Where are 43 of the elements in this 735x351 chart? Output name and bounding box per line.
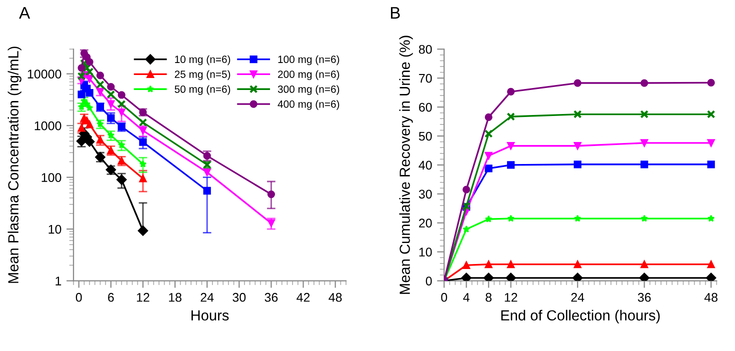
y-tick-label: 10 [48,224,62,234]
x-tick-label: 36 [264,292,278,302]
x-tick-label: 0 [441,292,448,302]
y-tick-label: 50 [418,132,432,141]
x-tick-label: 24 [571,292,584,302]
legend-label: 50 mg (n=6) [174,85,230,95]
legend-label: 400 mg (n=6) [278,100,340,110]
legend-label: 300 mg (n=6) [278,85,340,95]
x-tick-label: 12 [136,292,150,302]
x-tick-label: 0 [76,292,82,302]
x-tick-label: 42 [296,292,310,302]
legend-label: 10 mg (n=6) [175,55,230,66]
y-tick-label: 10 [419,248,432,256]
x-tick-label: 12 [504,292,518,302]
y-tick-label: 70 [419,74,432,83]
x-tick-label: 48 [328,292,342,302]
x-tick-label: 4 [463,293,470,302]
x-tick-label: 18 [169,292,182,302]
x-tick-label: 36 [638,292,651,302]
x-axis-title: Hours [192,310,229,321]
y-axis-title: Mean Plasma Concentration (ng/mL) [8,46,22,283]
y-tick-label: 100 [42,173,62,182]
x-tick-label: 8 [486,292,492,302]
x-tick-label: 6 [108,292,114,302]
y-tick-label: 60 [419,102,432,112]
y-tick-label: 10000 [28,70,62,78]
chart-title: B [390,7,400,19]
y-axis-title: Mean Cumulative Recovery in Urine (%) [399,36,413,294]
y-tick-label: 0 [426,276,432,286]
y-tick-label: 20 [419,218,432,228]
x-tick-label: 48 [704,292,718,302]
y-tick-label: 40 [418,160,432,170]
legend-label: 100 mg (n=6) [278,55,340,66]
x-tick-label: 24 [200,292,214,302]
y-tick-label: 30 [418,190,432,199]
legend-label: 200 mg (n=6) [278,70,340,80]
y-tick-label: 1 [56,276,62,286]
y-tick-label: 1000 [34,121,62,130]
legend-label: 25 mg (n=5) [174,70,230,80]
y-tick-label: 80 [418,44,432,54]
chart-title: A [19,7,30,19]
x-tick-label: 30 [232,292,246,302]
x-axis-title: End of Collection (hours) [501,310,660,324]
